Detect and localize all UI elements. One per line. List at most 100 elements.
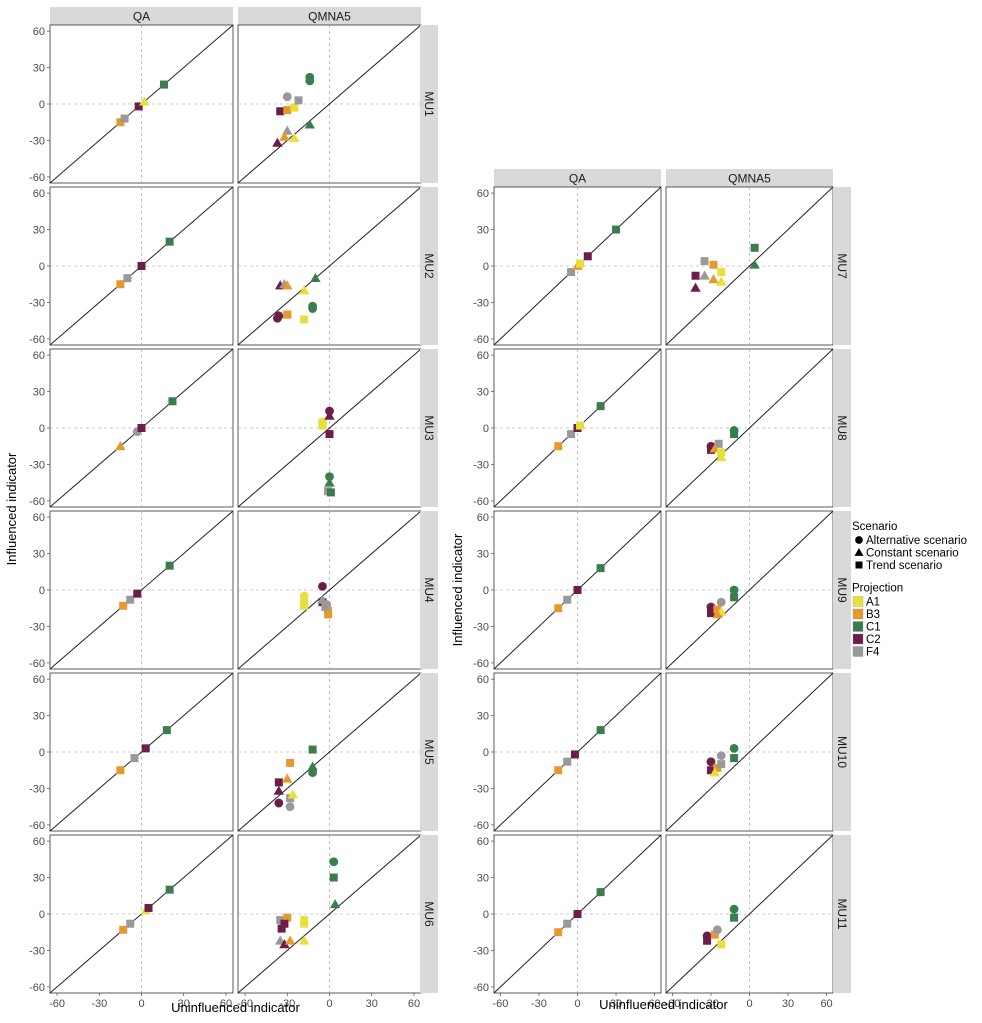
data-point <box>729 743 739 753</box>
y-tick-label: -30 <box>29 621 45 633</box>
panel-mu4-qa: -60 -30 0 30 60 <box>29 510 234 670</box>
y-tick-label: 30 <box>33 225 45 237</box>
data-point <box>612 225 621 234</box>
data-point <box>283 913 292 922</box>
data-point <box>279 939 290 949</box>
strip-label: MU3 <box>422 415 436 441</box>
strip-label: QA <box>569 172 586 186</box>
x-axis-title-left: Uninfluenced indicator <box>171 1000 300 1015</box>
data-point <box>573 586 582 594</box>
legend-label-f4: F4 <box>866 647 880 659</box>
data-point <box>137 262 146 270</box>
panel-mu8-qmna5 <box>665 348 834 508</box>
panel-mu4-qmna5 <box>237 510 422 670</box>
data-point <box>115 441 126 451</box>
data-point <box>326 488 335 497</box>
y-tick-label: -30 <box>473 297 489 309</box>
data-point <box>712 925 722 935</box>
data-point <box>300 601 309 610</box>
y-tick-label: 30 <box>33 387 45 399</box>
data-point <box>325 472 334 482</box>
y-tick-label: 0 <box>483 423 489 435</box>
data-point <box>324 410 335 420</box>
y-tick-label: -30 <box>29 135 45 147</box>
panel-mu8-qa: -60 -30 0 30 60 <box>473 348 662 508</box>
data-point <box>298 935 310 945</box>
data-point <box>567 430 576 439</box>
strip-bg <box>420 187 438 345</box>
row-strip-mu6: MU6 <box>420 835 438 993</box>
y-tick-label: 0 <box>483 747 489 759</box>
data-point <box>272 137 283 147</box>
y-tick-label: 60 <box>33 836 45 848</box>
data-point <box>706 609 715 618</box>
strip-bg <box>833 511 851 669</box>
y-tick-label: 60 <box>477 836 489 848</box>
data-point <box>567 268 576 277</box>
data-point <box>273 313 282 323</box>
data-point <box>144 903 153 912</box>
y-tick-label: -60 <box>29 496 45 508</box>
data-point <box>699 270 710 280</box>
data-point <box>307 761 318 771</box>
y-tick-label: 60 <box>33 26 45 38</box>
legend-title-projection: Projection <box>852 583 903 595</box>
x-tick-label: 60 <box>408 998 420 1010</box>
x-tick-label: -60 <box>49 998 65 1010</box>
column-strip-qmna5: QMNA5 <box>666 169 833 187</box>
data-point <box>120 114 129 123</box>
data-point <box>700 257 709 266</box>
legend-key-f4 <box>852 646 864 657</box>
y-tick-label: 60 <box>33 350 45 362</box>
legend-key-alt <box>855 536 863 544</box>
panel-mu5-qmna5 <box>237 672 422 832</box>
strip-label: MU8 <box>835 415 849 441</box>
data-point <box>709 767 721 777</box>
y-tick-label: -60 <box>473 820 489 832</box>
data-point <box>290 103 299 112</box>
y-tick-label: -30 <box>473 621 489 633</box>
data-point <box>708 274 719 284</box>
identity-line <box>665 834 834 994</box>
data-point <box>285 802 295 812</box>
y-tick-label: -60 <box>473 496 489 508</box>
strip-bg <box>420 349 438 507</box>
identity-line <box>665 510 834 670</box>
strip-bg <box>238 7 421 25</box>
row-strip-mu8: MU8 <box>833 349 851 507</box>
panel-mu6-qa: -60 -30 0 30 60 -60 -30 0 30 60 <box>29 834 234 1010</box>
identity-line <box>665 348 834 508</box>
y-tick-label: 30 <box>477 711 489 723</box>
y-tick-label: -30 <box>29 297 45 309</box>
data-point <box>300 919 309 928</box>
data-point <box>716 751 726 761</box>
legend-key-a1 <box>852 596 864 607</box>
data-point <box>123 274 132 283</box>
strip-bg <box>666 169 833 187</box>
data-point <box>116 280 125 289</box>
y-tick-label: -30 <box>473 945 489 957</box>
x-tick-label: 30 <box>366 998 378 1010</box>
data-point <box>282 280 293 290</box>
legend-key-c1 <box>852 621 864 632</box>
data-point <box>282 92 292 102</box>
panel-mu9-qa: -60 -30 0 30 60 <box>473 510 662 670</box>
y-tick-label: 0 <box>483 261 489 273</box>
strip-label: QMNA5 <box>308 10 351 24</box>
data-point <box>116 118 125 127</box>
strip-label: MU11 <box>835 898 849 929</box>
data-point <box>304 119 315 129</box>
data-point <box>729 585 739 595</box>
data-point <box>317 594 328 604</box>
data-point <box>165 561 174 570</box>
x-axis-title-right: Uninfluenced indicator <box>599 997 728 1012</box>
legend-label-a1: A1 <box>866 597 880 609</box>
row-strip-mu3: MU3 <box>420 349 438 507</box>
y-tick-label: -60 <box>29 658 45 670</box>
data-point <box>318 421 327 430</box>
y-tick-label: 0 <box>39 909 45 921</box>
data-point <box>165 237 174 246</box>
y-tick-label: 0 <box>39 423 45 435</box>
panel-mu10-qmna5 <box>665 672 834 832</box>
strip-label: MU2 <box>422 253 436 279</box>
